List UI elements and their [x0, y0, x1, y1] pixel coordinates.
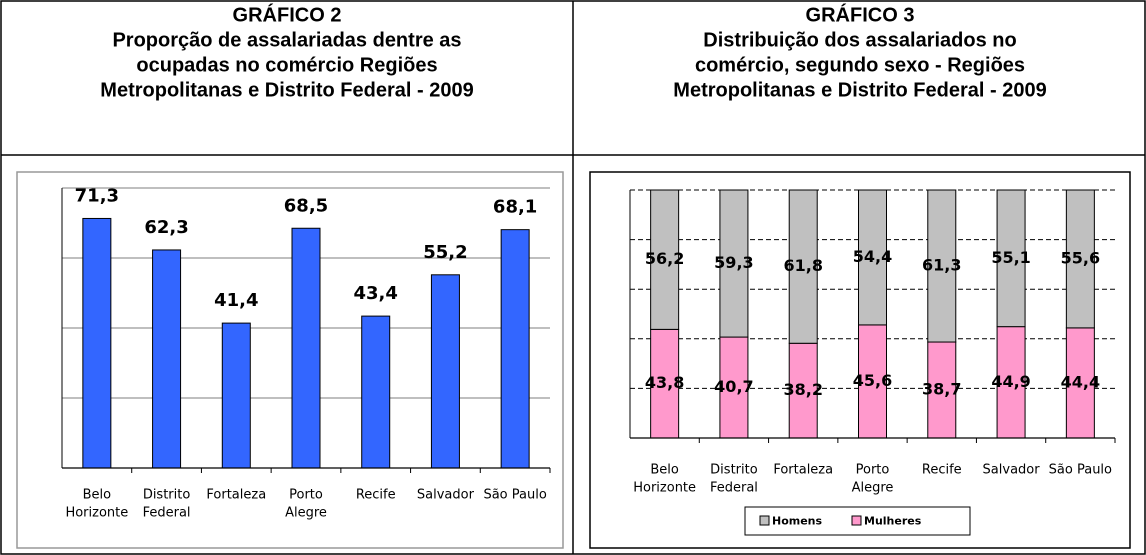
x-tick-label: Belo: [83, 488, 112, 503]
bar: [361, 315, 391, 469]
bar-segment: [927, 189, 957, 343]
chart-title: Distribuição dos assalariados no: [703, 29, 1016, 51]
bar-segment: [927, 341, 957, 439]
bar-segment: [788, 342, 818, 439]
bar: [82, 217, 112, 469]
value-label: 40,7: [714, 377, 753, 396]
value-label: 68,1: [493, 197, 537, 218]
x-tick-label: Horizonte: [633, 481, 696, 496]
bar: [152, 249, 182, 469]
x-tick-label: Fortaleza: [773, 463, 833, 478]
value-label: 54,4: [853, 247, 892, 266]
x-tick-label: Distrito: [710, 463, 758, 478]
legend-swatch: [851, 515, 862, 526]
x-tick-label: Horizonte: [65, 506, 128, 521]
value-label: 55,1: [991, 248, 1030, 267]
bar: [291, 227, 321, 469]
chart-label: GRÁFICO 3: [806, 3, 915, 26]
x-tick-label: São Paulo: [1049, 463, 1112, 478]
value-label: 55,6: [1061, 248, 1100, 267]
value-label: 61,8: [783, 256, 822, 275]
x-tick-label: Fortaleza: [206, 488, 266, 503]
chart-title: Proporção de assalariadas dentre as: [112, 29, 461, 51]
value-label: 45,6: [853, 371, 892, 390]
x-tick-label: Belo: [650, 463, 679, 478]
bar-segment: [719, 336, 749, 439]
bar-segment: [996, 189, 1026, 328]
value-label: 68,5: [284, 195, 328, 216]
value-label: 62,3: [144, 217, 188, 238]
x-tick-label: Alegre: [285, 506, 327, 521]
bar-segment: [719, 189, 749, 338]
x-tick-label: Alegre: [852, 481, 894, 496]
legend-label: Homens: [772, 515, 823, 528]
chart-title: comércio, segundo sexo - Regiões: [695, 54, 1025, 76]
bar: [500, 229, 530, 469]
value-label: 71,3: [75, 185, 119, 206]
bar-segment: [1065, 189, 1095, 329]
legend-swatch: [759, 515, 770, 526]
x-tick-label: Salvador: [417, 488, 475, 503]
legend-label: Mulheres: [864, 515, 922, 528]
bar-segment: [858, 189, 887, 326]
x-tick-label: Porto: [856, 463, 890, 478]
x-tick-label: São Paulo: [483, 488, 546, 503]
value-label: 44,4: [1061, 372, 1100, 391]
bar-segment: [650, 189, 680, 330]
value-label: 43,8: [645, 373, 684, 392]
chart-label: GRÁFICO 2: [233, 3, 342, 26]
x-tick-label: Recife: [356, 488, 396, 503]
x-tick-label: Salvador: [983, 463, 1041, 478]
value-label: 56,2: [645, 249, 684, 268]
x-tick-label: Porto: [289, 488, 323, 503]
bar-segment: [650, 328, 680, 439]
chart-title: ocupadas no comércio Regiões: [136, 54, 437, 76]
value-label: 41,4: [214, 290, 258, 311]
bar-segment: [788, 189, 818, 344]
value-label: 38,2: [783, 380, 822, 399]
bar-segment: [1065, 327, 1095, 439]
value-label: 43,4: [354, 283, 398, 304]
x-tick-label: Recife: [922, 463, 962, 478]
value-label: 59,3: [714, 253, 753, 272]
bar: [221, 322, 251, 469]
value-label: 38,7: [922, 380, 961, 399]
x-tick-label: Distrito: [143, 488, 191, 503]
bar: [430, 274, 460, 469]
chart-title: Metropolitanas e Distrito Federal - 2009: [673, 79, 1046, 101]
chart-title: Metropolitanas e Distrito Federal - 2009: [100, 79, 473, 101]
value-label: 55,2: [423, 242, 467, 263]
x-tick-label: Federal: [710, 481, 758, 496]
x-tick-label: Federal: [143, 506, 191, 521]
value-label: 61,3: [922, 256, 961, 275]
value-label: 44,9: [991, 372, 1030, 391]
